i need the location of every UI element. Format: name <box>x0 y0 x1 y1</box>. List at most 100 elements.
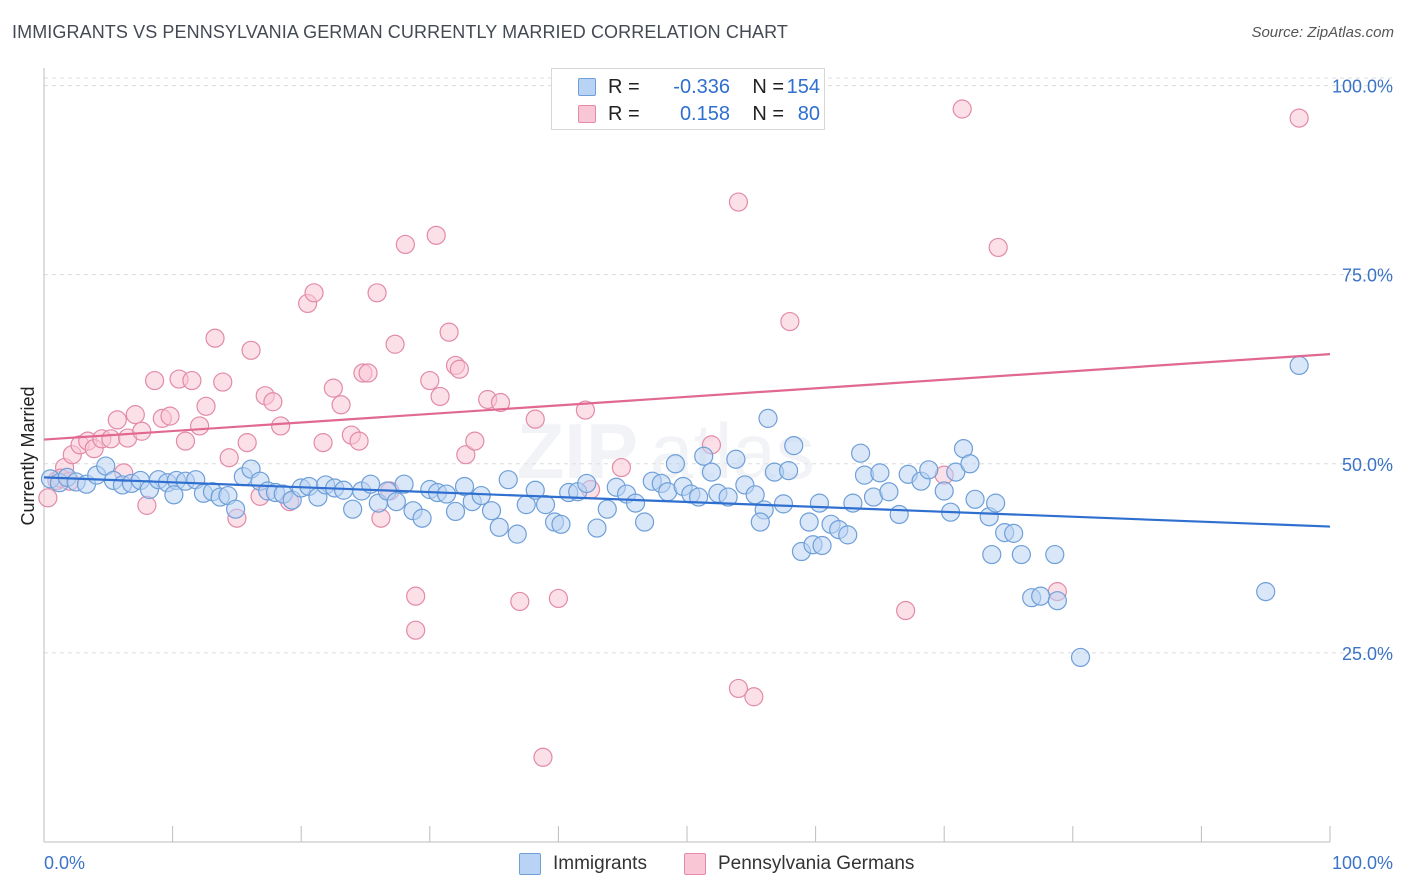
data-point-immigrants <box>597 499 617 519</box>
data-point-pa-germans <box>160 406 180 426</box>
data-point-pa-germans <box>190 416 210 436</box>
y-axis-label: Currently Married <box>18 386 38 525</box>
data-point-immigrants <box>750 512 770 532</box>
legend-r-label: R = <box>608 102 640 125</box>
legend-swatch-pa-germans <box>578 105 596 123</box>
data-point-pa-germans <box>125 405 145 425</box>
data-point-immigrants <box>1070 647 1091 668</box>
data-point-pa-germans <box>323 378 343 398</box>
data-point-pa-germans <box>271 416 291 436</box>
bottom-legend-pa-germans: Pennsylvania Germans <box>684 852 914 876</box>
data-point-pa-germans <box>430 386 450 407</box>
legend-n-label: N = <box>752 102 784 125</box>
data-point-immigrants <box>960 454 980 474</box>
y-tick-label: 50.0% <box>1342 455 1393 475</box>
data-point-immigrants <box>1045 544 1065 565</box>
data-point-immigrants <box>879 482 899 502</box>
data-point-pa-germans <box>313 433 333 453</box>
data-point-pa-germans <box>988 237 1008 258</box>
data-point-pa-germans <box>349 431 369 451</box>
data-point-immigrants <box>1289 355 1309 376</box>
trend-line-pa-germans <box>43 353 1331 441</box>
data-point-immigrants <box>694 446 714 466</box>
data-point-pa-germans <box>744 687 764 707</box>
data-point-pa-germans <box>439 322 459 342</box>
data-point-immigrants <box>471 485 491 506</box>
data-point-immigrants <box>982 544 1002 565</box>
data-point-pa-germans <box>144 370 165 391</box>
data-point-immigrants <box>965 489 985 509</box>
data-point-pa-germans <box>237 433 257 453</box>
data-point-pa-germans <box>420 370 440 391</box>
data-point-immigrants <box>412 508 432 528</box>
data-point-immigrants <box>799 512 819 532</box>
data-point-immigrants <box>226 499 246 519</box>
data-point-pa-germans <box>385 334 405 354</box>
data-point-immigrants <box>1047 591 1067 611</box>
data-point-pa-germans <box>205 328 225 348</box>
data-point-immigrants <box>1011 544 1031 565</box>
data-point-immigrants <box>445 501 466 522</box>
legend-row-immigrants: R = -0.336 N = 154 <box>578 75 820 99</box>
data-point-immigrants <box>784 436 804 456</box>
data-point-immigrants <box>809 493 830 513</box>
source-label: Source: ZipAtlas.com <box>1251 24 1394 41</box>
y-tick-label: 100.0% <box>1332 77 1393 97</box>
x-tick-label: 0.0% <box>44 853 85 873</box>
data-point-immigrants <box>577 473 597 494</box>
data-point-immigrants <box>870 463 890 483</box>
data-point-pa-germans <box>449 359 469 379</box>
data-point-pa-germans <box>465 431 485 451</box>
data-point-immigrants <box>454 476 475 497</box>
data-point-pa-germans <box>611 457 632 478</box>
data-point-pa-germans <box>952 99 972 119</box>
data-point-immigrants <box>773 494 794 514</box>
data-point-pa-germans <box>1289 108 1309 128</box>
data-point-pa-germans <box>728 192 749 212</box>
data-point-pa-germans <box>137 495 157 515</box>
chart-title: IMMIGRANTS VS PENNSYLVANIA GERMAN CURREN… <box>12 22 789 42</box>
data-point-immigrants <box>665 454 686 474</box>
data-point-immigrants <box>778 460 799 481</box>
data-point-pa-germans <box>548 588 569 609</box>
data-point-immigrants <box>1256 582 1276 602</box>
data-point-immigrants <box>343 499 363 519</box>
data-point-immigrants <box>838 525 858 545</box>
trend-line-immigrants <box>43 476 1331 528</box>
data-point-pa-germans <box>510 591 530 612</box>
data-point-immigrants <box>889 504 909 525</box>
correlation-legend: R = -0.336 N = 154 R = 0.158 N = 80 <box>551 68 825 130</box>
data-point-pa-germans <box>132 421 152 441</box>
data-point-pa-germans <box>728 678 749 699</box>
data-point-pa-germans <box>575 400 596 420</box>
data-point-immigrants <box>334 480 354 500</box>
tick-labels: 25.0% 50.0% 75.0% 100.0% 0.0% 100.0% <box>44 77 1393 873</box>
y-tick-label: 25.0% <box>1342 644 1393 664</box>
data-point-immigrants <box>701 462 722 482</box>
data-point-immigrants <box>535 495 556 515</box>
data-point-pa-germans <box>406 620 426 640</box>
data-point-pa-germans <box>780 311 800 332</box>
data-point-pa-germans <box>896 600 916 621</box>
data-point-immigrants <box>634 512 655 532</box>
data-point-pa-germans <box>241 340 261 360</box>
bottom-legend-immigrants: Immigrants <box>519 852 647 876</box>
series-immigrants <box>40 355 1309 668</box>
data-point-pa-germans <box>456 445 476 465</box>
data-point-immigrants <box>851 443 871 463</box>
data-point-pa-germans <box>182 370 202 391</box>
data-point-immigrants <box>718 487 738 507</box>
y-tick-label: 75.0% <box>1342 266 1393 286</box>
data-point-pa-germans <box>331 395 351 415</box>
data-point-immigrants <box>525 480 545 500</box>
legend-n-label: N = <box>752 75 784 98</box>
data-point-pa-germans <box>196 396 216 416</box>
data-point-immigrants <box>587 518 607 538</box>
data-point-immigrants <box>812 535 832 556</box>
data-point-pa-germans <box>367 283 387 303</box>
data-point-pa-germans <box>525 409 545 429</box>
legend-r-label: R = <box>608 75 640 98</box>
legend-swatch-immigrants <box>578 78 596 96</box>
data-point-immigrants <box>625 493 646 513</box>
